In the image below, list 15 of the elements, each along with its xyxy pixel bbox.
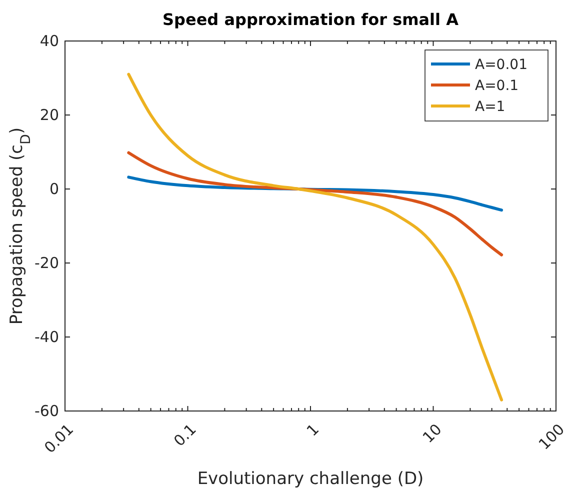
legend-label: A=1 [475,99,506,115]
x-tick-label: 10 [419,420,446,447]
y-tick-label: 0 [49,180,59,198]
chart-title: Speed approximation for small A [162,10,460,29]
x-tick-label: 0.1 [170,420,200,450]
x-tick-label: 100 [535,420,568,454]
legend-label: A=0.1 [475,78,519,94]
legend-label: A=0.01 [475,57,528,73]
y-tick-label: -60 [34,402,59,420]
y-tick-label: -20 [34,254,59,272]
y-tick-label: 40 [40,32,59,50]
y-tick-label: 20 [40,106,59,124]
x-axis-title: Evolutionary challenge (D) [197,469,424,489]
x-tick-label: 1 [303,420,323,440]
y-tick-label: -40 [34,328,59,346]
